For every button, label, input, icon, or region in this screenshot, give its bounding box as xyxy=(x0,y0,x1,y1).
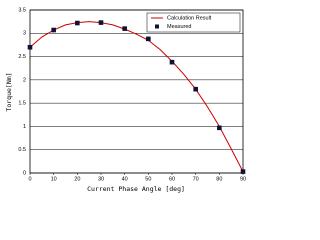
x-tick-label: 80 xyxy=(216,176,222,182)
measured-marker xyxy=(27,44,33,50)
y-tick-label: 3.5 xyxy=(18,7,26,13)
x-tick-label: 50 xyxy=(145,176,151,182)
measured-marker xyxy=(193,86,198,92)
measured-marker xyxy=(146,36,151,42)
calc-line xyxy=(29,21,244,172)
y-tick-label: 1 xyxy=(23,124,26,130)
x-axis-title: Current Phase Angle [deg] xyxy=(87,185,185,193)
legend-swatch xyxy=(155,24,159,29)
x-tick-label: 10 xyxy=(51,176,57,182)
legend-label: Measured xyxy=(167,24,191,30)
x-tick-label: 0 xyxy=(28,176,31,182)
y-tick-label: 2.5 xyxy=(18,54,26,60)
x-tick-label: 90 xyxy=(240,176,246,182)
measured-marker xyxy=(240,169,246,174)
x-tick-label: 60 xyxy=(169,176,175,182)
x-tick-label: 20 xyxy=(74,176,80,182)
measured-marker xyxy=(169,59,175,65)
y-tick-label: 2 xyxy=(23,77,26,83)
x-tick-label: 30 xyxy=(98,176,104,182)
y-tick-label: 3 xyxy=(23,31,26,37)
legend-label: Calculation Result xyxy=(167,15,212,21)
measured-marker xyxy=(75,20,80,26)
x-tick-label: 40 xyxy=(122,176,128,182)
y-tick-label: 0.5 xyxy=(18,147,26,153)
y-tick-label: 0 xyxy=(23,170,26,176)
measured-marker xyxy=(122,26,127,31)
chart: Current Phase Angle [deg] Torque[Nm] 0 0.… xyxy=(5,7,246,193)
measured-marker xyxy=(98,20,104,25)
measured-marker xyxy=(51,27,56,33)
legend-box xyxy=(146,12,241,33)
x-tick-label: 70 xyxy=(193,176,199,182)
y-tick-label: 1.5 xyxy=(18,101,26,107)
measured-marker xyxy=(217,125,222,131)
y-axis-title: Torque[Nm] xyxy=(5,72,13,111)
